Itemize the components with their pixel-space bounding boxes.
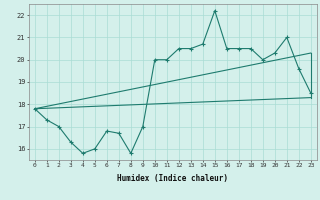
X-axis label: Humidex (Indice chaleur): Humidex (Indice chaleur) — [117, 174, 228, 183]
